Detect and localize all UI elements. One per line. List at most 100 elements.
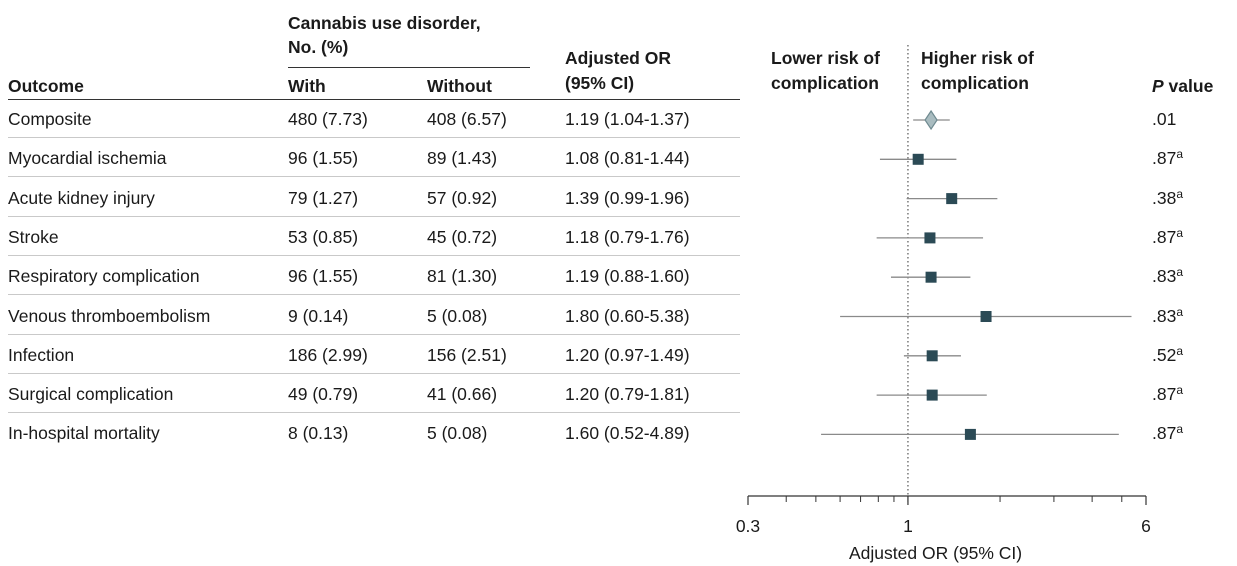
lower-risk-label-line1: Lower risk of bbox=[771, 48, 880, 68]
pvalue-cell: .87a bbox=[1152, 422, 1183, 444]
point-estimate-square bbox=[924, 232, 936, 244]
pvalue-text: .52 bbox=[1152, 344, 1177, 365]
row-divider bbox=[8, 176, 740, 178]
lower-risk-label-line2: complication bbox=[771, 73, 879, 93]
pvalue-cell: .52a bbox=[1152, 344, 1183, 366]
outcome-header: Outcome bbox=[8, 76, 84, 96]
with-cell: 8 (0.13) bbox=[288, 423, 349, 444]
with-cell: 96 (1.55) bbox=[288, 266, 359, 287]
or-cell: 1.19 (1.04-1.37) bbox=[565, 109, 690, 129]
pvalue-header: P value bbox=[1152, 75, 1213, 97]
pvalue-cell: .38a bbox=[1152, 187, 1183, 209]
outcome-cell: Stroke bbox=[8, 226, 59, 247]
group-header-line2: No. (%) bbox=[288, 37, 349, 57]
or-cell: 1.08 (0.81-1.44) bbox=[565, 148, 690, 169]
x-axis-label: Adjusted OR (95% CI) bbox=[849, 543, 1023, 563]
row-divider bbox=[8, 294, 740, 296]
without-cell: 5 (0.08) bbox=[427, 305, 488, 326]
row-divider bbox=[8, 254, 740, 256]
without-cell: 41 (0.66) bbox=[427, 384, 498, 405]
x-tick-label: 6 bbox=[1141, 516, 1151, 536]
group-header-rule bbox=[288, 67, 530, 68]
or-cell: 1.19 (0.88-1.60) bbox=[565, 266, 690, 287]
without-cell: 156 (2.51) bbox=[427, 344, 507, 365]
pvalue-footnote-mark: a bbox=[1176, 383, 1184, 398]
without-header: Without bbox=[427, 76, 492, 96]
point-estimate-square bbox=[926, 350, 938, 362]
pvalue-cell: .87a bbox=[1152, 383, 1183, 405]
pvalue-header-italic: P bbox=[1152, 76, 1164, 96]
or-cell: 1.80 (0.60-5.38) bbox=[565, 305, 690, 326]
without-cell: 45 (0.72) bbox=[427, 226, 498, 247]
or-header-line1: Adjusted OR bbox=[565, 48, 671, 68]
x-tick-label: 0.3 bbox=[736, 516, 760, 536]
pvalue-cell: .01 bbox=[1152, 108, 1176, 130]
pvalue-text: .87 bbox=[1152, 423, 1177, 444]
pvalue-footnote-mark: a bbox=[1176, 225, 1184, 240]
outcome-cell: Acute kidney injury bbox=[8, 187, 155, 208]
outcome-cell: Surgical complication bbox=[8, 384, 174, 405]
pvalue-footnote-mark: a bbox=[1176, 422, 1184, 437]
with-cell: 480 (7.73) bbox=[288, 109, 368, 129]
group-header-line1: Cannabis use disorder, bbox=[288, 13, 481, 33]
pvalue-text: .38 bbox=[1152, 187, 1177, 208]
or-cell: 1.60 (0.52-4.89) bbox=[565, 423, 690, 444]
pvalue-footnote-mark: a bbox=[1176, 343, 1184, 358]
or-cell: 1.20 (0.79-1.81) bbox=[565, 384, 690, 405]
point-estimate-square bbox=[946, 193, 958, 205]
point-estimate-square bbox=[964, 428, 976, 440]
row-divider bbox=[8, 412, 740, 414]
pvalue-footnote-mark: a bbox=[1176, 265, 1184, 280]
with-cell: 49 (0.79) bbox=[288, 384, 359, 405]
higher-risk-label-line2: complication bbox=[921, 73, 1029, 93]
with-cell: 53 (0.85) bbox=[288, 226, 359, 247]
x-tick-label: 1 bbox=[903, 516, 913, 536]
with-cell: 96 (1.55) bbox=[288, 148, 359, 169]
row-divider bbox=[8, 333, 740, 335]
pvalue-footnote-mark: a bbox=[1176, 147, 1184, 162]
without-cell: 57 (0.92) bbox=[427, 187, 498, 208]
with-cell: 9 (0.14) bbox=[288, 305, 349, 326]
row-divider bbox=[8, 137, 740, 138]
higher-risk-label-line1: Higher risk of bbox=[921, 48, 1034, 68]
or-cell: 1.18 (0.79-1.76) bbox=[565, 226, 690, 247]
row-divider bbox=[8, 372, 740, 374]
outcome-cell: Infection bbox=[8, 344, 75, 365]
point-estimate-square bbox=[926, 389, 938, 401]
header-rule bbox=[8, 99, 740, 100]
pvalue-footnote-mark: a bbox=[1176, 186, 1184, 201]
point-estimate-square bbox=[925, 271, 937, 283]
pvalue-cell: .87a bbox=[1152, 226, 1183, 248]
pvalue-text: .87 bbox=[1152, 226, 1177, 247]
with-cell: 186 (2.99) bbox=[288, 344, 368, 365]
pvalue-cell: .83a bbox=[1152, 305, 1183, 327]
pvalue-text: .83 bbox=[1152, 305, 1177, 326]
point-estimate-square bbox=[980, 311, 992, 322]
point-estimate-square bbox=[912, 153, 924, 165]
outcome-cell: Myocardial ischemia bbox=[8, 148, 167, 169]
without-cell: 5 (0.08) bbox=[427, 423, 488, 444]
pvalue-text: .87 bbox=[1152, 148, 1177, 169]
without-cell: 408 (6.57) bbox=[427, 109, 507, 129]
pvalue-text: .83 bbox=[1152, 266, 1177, 287]
outcome-cell: Respiratory complication bbox=[8, 266, 200, 287]
without-cell: 89 (1.43) bbox=[427, 148, 498, 169]
outcome-cell: Composite bbox=[8, 109, 92, 129]
point-estimate-diamond bbox=[924, 109, 938, 131]
pvalue-text: .01 bbox=[1152, 109, 1177, 129]
or-cell: 1.20 (0.97-1.49) bbox=[565, 344, 690, 365]
outcome-cell: Venous thromboembolism bbox=[8, 305, 211, 326]
outcome-cell: In-hospital mortality bbox=[8, 423, 160, 444]
pvalue-cell: .83a bbox=[1152, 265, 1183, 287]
pvalue-text: .87 bbox=[1152, 384, 1177, 405]
with-header: With bbox=[288, 76, 326, 96]
row-divider bbox=[8, 215, 740, 217]
pvalue-header-rest: value bbox=[1163, 76, 1214, 96]
with-cell: 79 (1.27) bbox=[288, 187, 359, 208]
pvalue-footnote-mark: a bbox=[1176, 304, 1184, 319]
or-cell: 1.39 (0.99-1.96) bbox=[565, 187, 690, 208]
pvalue-cell: .87a bbox=[1152, 147, 1183, 169]
or-header-line2: (95% CI) bbox=[565, 73, 635, 93]
without-cell: 81 (1.30) bbox=[427, 266, 498, 287]
